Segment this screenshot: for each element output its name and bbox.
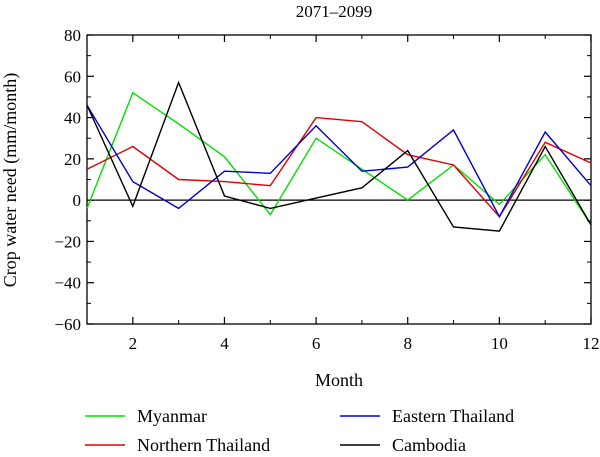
x-tick-label: 8 — [403, 334, 412, 353]
y-axis: −60 −40 −20 0 20 40 60 80 — [54, 26, 591, 334]
x-tick-label: 12 — [583, 334, 600, 353]
y-tick-label: 40 — [64, 109, 81, 128]
y-tick-label: 0 — [73, 191, 82, 210]
legend-label-cambodia: Cambodia — [392, 435, 466, 455]
legend-label-eastern-thailand: Eastern Thailand — [392, 406, 514, 426]
y-tick-label: 60 — [64, 67, 81, 86]
y-tick-label: 80 — [64, 26, 81, 45]
legend-label-myanmar: Myanmar — [137, 406, 207, 426]
series-line-cambodia — [86, 80, 592, 232]
chart-title: 2071–2099 — [296, 2, 373, 21]
y-tick-label: 20 — [64, 150, 81, 169]
series-lines — [86, 80, 592, 232]
plot-area: −60 −40 −20 0 20 40 60 80 2 4 6 8 10 12 — [54, 26, 599, 353]
series-line-eastern-thailand — [86, 104, 592, 219]
x-tick-label: 4 — [220, 334, 229, 353]
y-tick-label: −40 — [54, 274, 81, 293]
y-axis-title: Crop water need (mm/month) — [0, 73, 21, 287]
x-tick-label: 10 — [491, 334, 508, 353]
series-line-myanmar — [86, 91, 592, 226]
legend-label-northern-thailand: Northern Thailand — [137, 435, 270, 455]
legend: Myanmar Northern Thailand Eastern Thailand… — [85, 406, 514, 455]
x-axis: 2 4 6 8 10 12 — [129, 35, 600, 353]
y-tick-label: −20 — [54, 232, 81, 251]
x-tick-label: 2 — [129, 334, 138, 353]
plot-frame — [86, 34, 592, 325]
series-line-northern-thailand — [86, 116, 592, 218]
x-axis-title: Month — [315, 370, 363, 390]
x-tick-label: 6 — [312, 334, 321, 353]
y-tick-label: −60 — [54, 315, 81, 334]
